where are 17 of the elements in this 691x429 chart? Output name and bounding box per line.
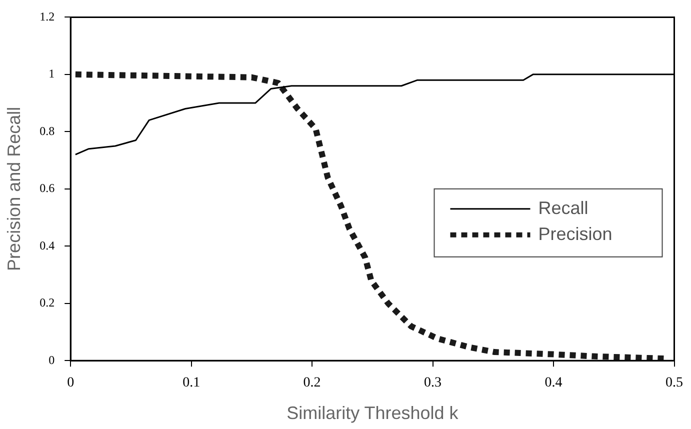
y-tick-label: 0 bbox=[48, 352, 55, 367]
legend-label: Precision bbox=[538, 224, 612, 244]
x-tick-label: 0.5 bbox=[666, 376, 683, 391]
x-tick-label: 0.3 bbox=[424, 376, 442, 391]
x-tick-label: 0.4 bbox=[544, 376, 562, 391]
x-axis-title: Similarity Threshold k bbox=[286, 403, 460, 424]
y-axis-title: Precision and Recall bbox=[4, 106, 24, 271]
y-tick-label: 0.2 bbox=[40, 296, 55, 310]
y-tick-label: 0.4 bbox=[40, 238, 55, 252]
legend-label: Recall bbox=[538, 198, 588, 218]
x-tick-label: 0.1 bbox=[182, 376, 200, 391]
y-tick-label: 0.6 bbox=[40, 181, 55, 196]
y-tick-label: 0.8 bbox=[40, 124, 55, 138]
x-tick-label: 0.2 bbox=[303, 376, 321, 391]
y-tick-label: 1 bbox=[48, 66, 55, 81]
x-tick-label: 0 bbox=[67, 376, 74, 391]
y-tick-label: 1.2 bbox=[40, 9, 55, 24]
